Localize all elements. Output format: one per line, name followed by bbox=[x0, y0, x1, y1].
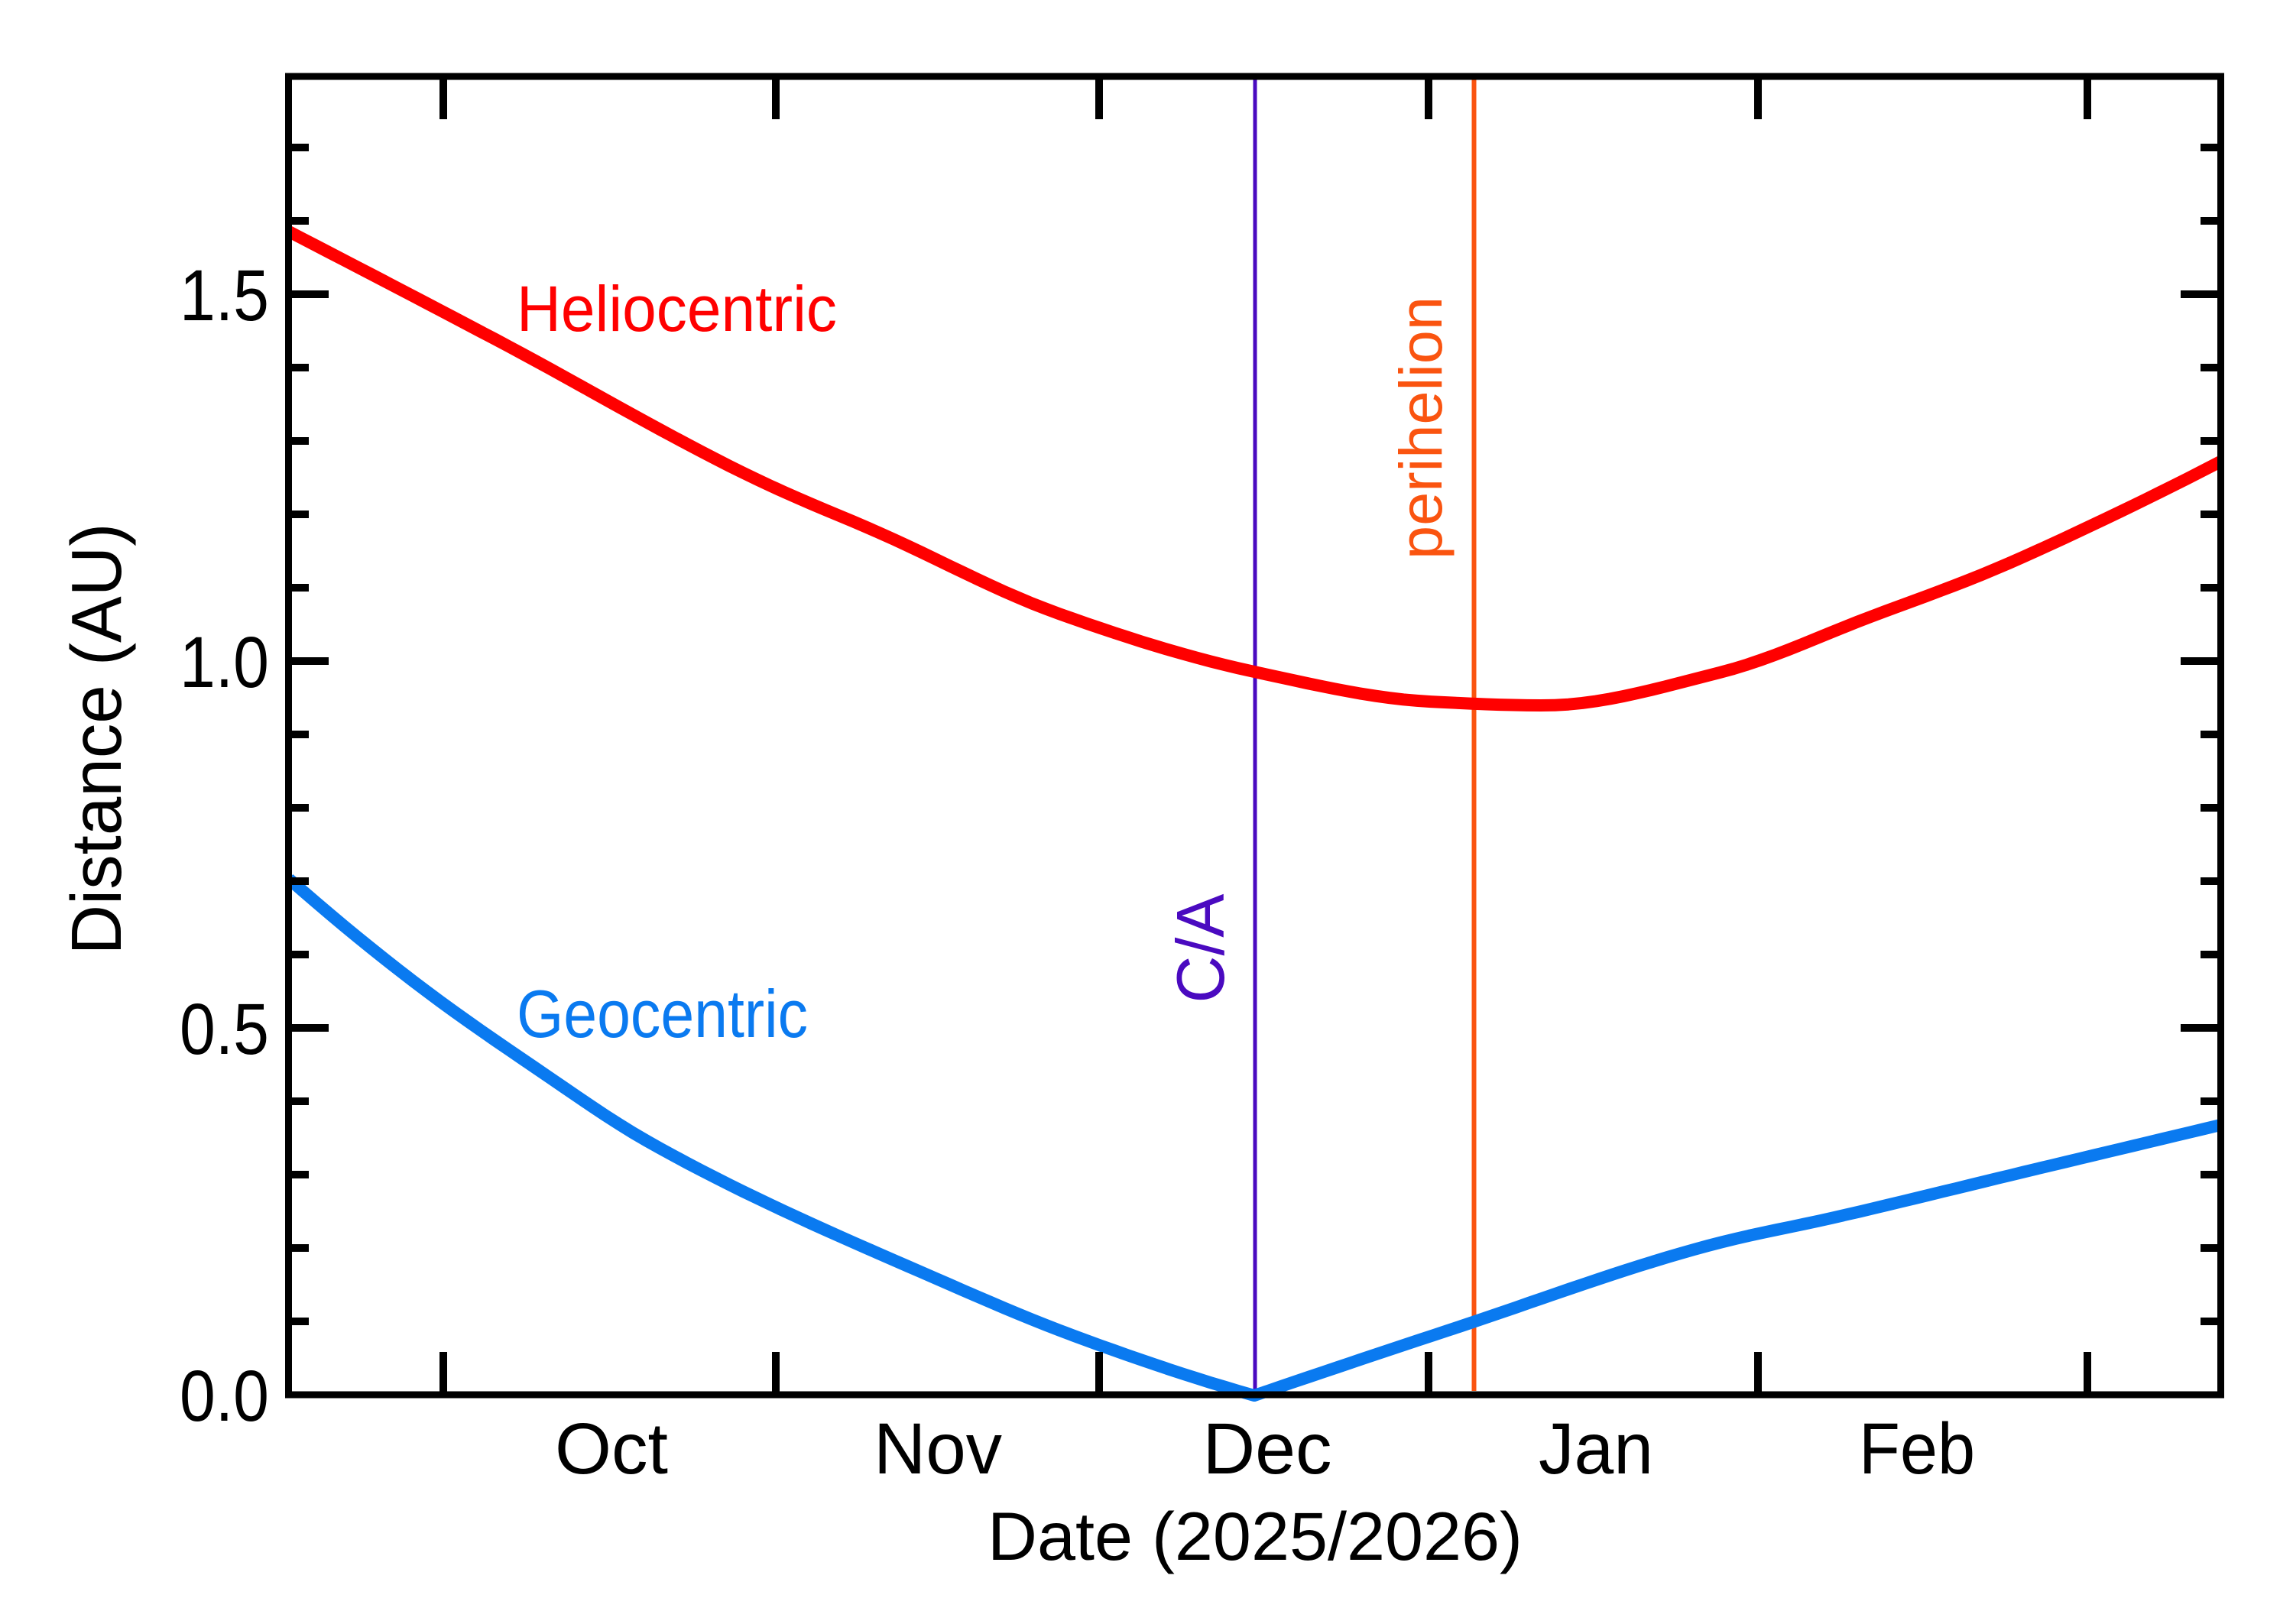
svg-text:Geocentric: Geocentric bbox=[517, 976, 808, 1052]
svg-text:0.5: 0.5 bbox=[180, 989, 269, 1070]
svg-text:Jan: Jan bbox=[1539, 1408, 1653, 1489]
svg-text:Dec: Dec bbox=[1203, 1408, 1332, 1489]
svg-text:perihelion: perihelion bbox=[1387, 297, 1455, 559]
svg-text:Nov: Nov bbox=[874, 1408, 1002, 1489]
svg-text:Heliocentric: Heliocentric bbox=[517, 273, 837, 345]
svg-text:0.0: 0.0 bbox=[180, 1356, 269, 1437]
svg-text:1.5: 1.5 bbox=[180, 255, 269, 336]
svg-text:Date (2025/2026): Date (2025/2026) bbox=[988, 1498, 1523, 1574]
svg-text:1.0: 1.0 bbox=[180, 622, 269, 703]
svg-text:Feb: Feb bbox=[1859, 1408, 1975, 1489]
svg-text:Distance (AU): Distance (AU) bbox=[57, 524, 136, 955]
svg-text:C/A: C/A bbox=[1163, 893, 1238, 1003]
svg-text:Oct: Oct bbox=[555, 1408, 668, 1489]
